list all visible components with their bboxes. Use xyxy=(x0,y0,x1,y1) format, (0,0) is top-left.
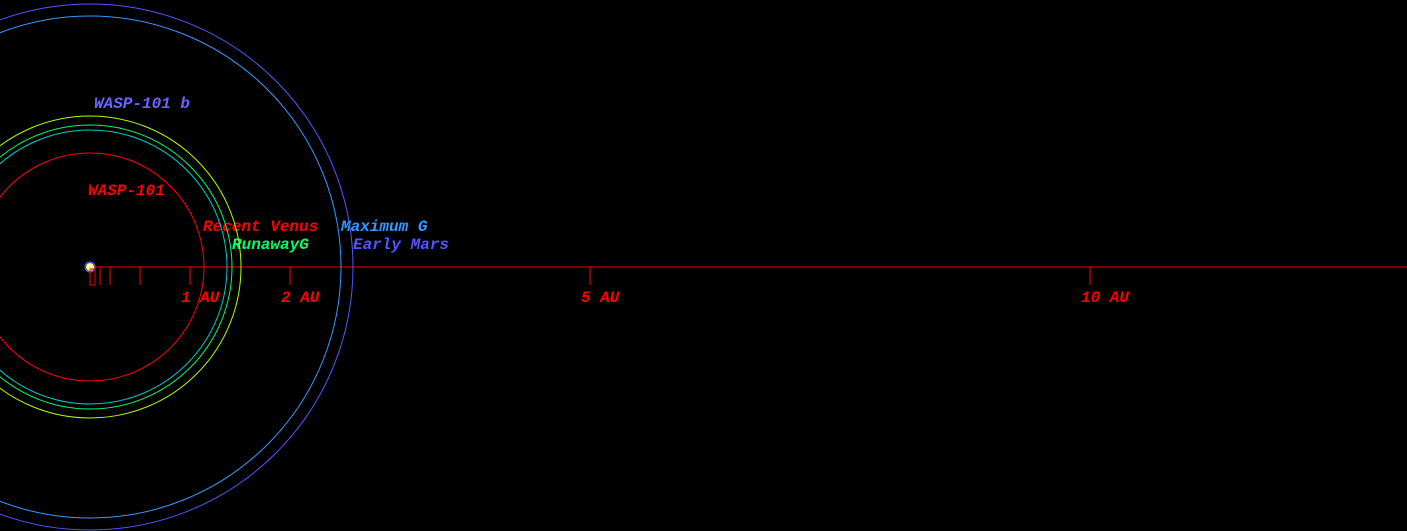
axis-tick-label: 1 AU xyxy=(181,289,220,307)
zone-ring xyxy=(0,152,205,382)
planet-label: WASP-101 b xyxy=(94,95,190,113)
zone-label: RunawayG xyxy=(232,236,309,254)
axis-tick-label: 5 AU xyxy=(581,289,620,307)
zone-ring xyxy=(0,3,354,531)
star-label: WASP-101 xyxy=(88,182,165,200)
zone-label: Recent Venus xyxy=(203,218,318,236)
star-marker xyxy=(89,268,96,286)
zone-label: Maximum G xyxy=(340,218,428,236)
axis-tick-label: 2 AU xyxy=(281,289,320,307)
zone-ring xyxy=(0,115,242,419)
axis-tick-label: 10 AU xyxy=(1081,289,1129,307)
zone-ring xyxy=(0,129,228,405)
zone-ring xyxy=(0,124,233,410)
zone-label: Early Mars xyxy=(353,236,449,254)
zone-ring xyxy=(0,15,342,519)
